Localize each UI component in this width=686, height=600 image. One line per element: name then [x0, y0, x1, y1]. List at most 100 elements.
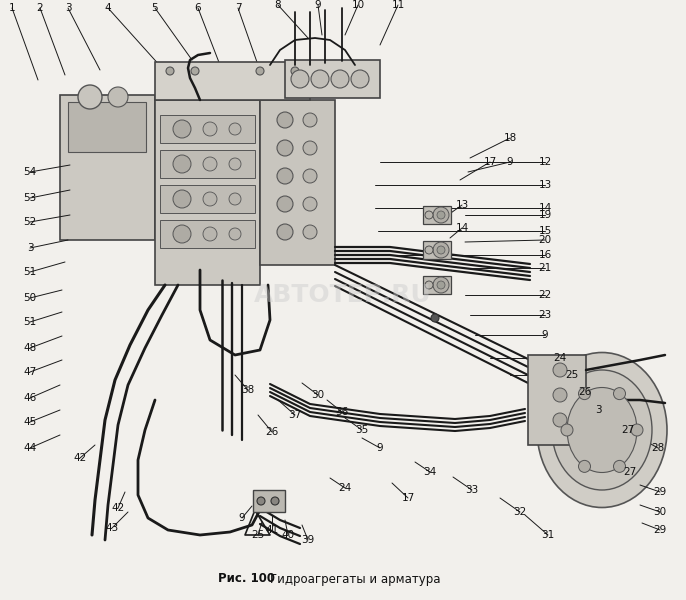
Circle shape [277, 112, 293, 128]
Circle shape [277, 224, 293, 240]
Text: 52: 52 [23, 217, 36, 227]
Text: 43: 43 [106, 523, 119, 533]
Circle shape [277, 196, 293, 212]
Circle shape [229, 158, 241, 170]
Circle shape [431, 314, 439, 322]
Circle shape [303, 141, 317, 155]
Text: АВTOТЕР.RU: АВTOТЕР.RU [254, 283, 432, 307]
Bar [528, 355, 586, 445]
Text: 51: 51 [23, 267, 36, 277]
Text: 34: 34 [423, 467, 436, 477]
Text: 29: 29 [653, 525, 667, 535]
Bar [423, 276, 451, 294]
Circle shape [277, 168, 293, 184]
Text: 25: 25 [565, 370, 578, 380]
Circle shape [256, 67, 264, 75]
Bar [160, 115, 255, 143]
Text: 17: 17 [484, 157, 497, 167]
Bar [285, 60, 380, 98]
Text: 9: 9 [542, 330, 548, 340]
Text: 31: 31 [541, 530, 554, 540]
Text: 5: 5 [152, 3, 158, 13]
Circle shape [433, 277, 449, 293]
Text: 38: 38 [241, 385, 255, 395]
Ellipse shape [631, 424, 643, 436]
Circle shape [229, 228, 241, 240]
Ellipse shape [552, 370, 652, 490]
Text: 2: 2 [36, 3, 43, 13]
Circle shape [203, 227, 217, 241]
Bar [160, 185, 255, 213]
Text: 32: 32 [513, 507, 527, 517]
Text: 45: 45 [23, 417, 36, 427]
Circle shape [303, 113, 317, 127]
Circle shape [191, 67, 199, 75]
Text: 47: 47 [23, 367, 36, 377]
Text: 26: 26 [265, 427, 279, 437]
Circle shape [351, 70, 369, 88]
Circle shape [173, 190, 191, 208]
Text: 33: 33 [465, 485, 479, 495]
Circle shape [166, 67, 174, 75]
Ellipse shape [561, 424, 573, 436]
Text: 46: 46 [23, 393, 36, 403]
Text: 42: 42 [73, 453, 86, 463]
Text: 9: 9 [315, 0, 321, 10]
Circle shape [311, 70, 329, 88]
Text: 1: 1 [9, 3, 15, 13]
Text: 36: 36 [335, 407, 348, 417]
Text: 24: 24 [338, 483, 352, 493]
Bar [155, 100, 260, 285]
Ellipse shape [613, 388, 626, 400]
Text: 22: 22 [539, 290, 552, 300]
Circle shape [553, 413, 567, 427]
Circle shape [433, 242, 449, 258]
Text: 19: 19 [539, 210, 552, 220]
Circle shape [203, 192, 217, 206]
Text: 13: 13 [456, 200, 469, 210]
Circle shape [303, 225, 317, 239]
Text: 18: 18 [504, 133, 517, 143]
Bar [160, 220, 255, 248]
Circle shape [277, 140, 293, 156]
Ellipse shape [567, 388, 637, 473]
Text: 9: 9 [377, 443, 383, 453]
Text: 28: 28 [652, 443, 665, 453]
Text: 53: 53 [23, 193, 36, 203]
Text: 9: 9 [507, 157, 513, 167]
Circle shape [553, 388, 567, 402]
Text: 30: 30 [654, 507, 667, 517]
Text: 3: 3 [64, 3, 71, 13]
Text: Гидроагрегаты и арматура: Гидроагрегаты и арматура [270, 572, 440, 586]
Text: Рис. 100: Рис. 100 [218, 572, 275, 586]
Text: 17: 17 [401, 493, 414, 503]
Text: 14: 14 [539, 203, 552, 213]
Circle shape [437, 281, 445, 289]
Bar [68, 102, 146, 152]
Text: 50: 50 [23, 293, 36, 303]
Text: 48: 48 [23, 343, 36, 353]
Text: 20: 20 [539, 235, 552, 245]
Bar [155, 62, 310, 100]
Text: 27: 27 [624, 467, 637, 477]
Text: 27: 27 [622, 425, 635, 435]
Circle shape [173, 225, 191, 243]
Bar [260, 100, 335, 265]
Circle shape [553, 363, 567, 377]
Bar [160, 150, 255, 178]
Circle shape [425, 246, 433, 254]
Text: 25: 25 [251, 530, 265, 540]
Circle shape [229, 193, 241, 205]
Ellipse shape [613, 460, 626, 472]
Text: 9: 9 [239, 513, 246, 523]
Text: 12: 12 [539, 157, 552, 167]
Circle shape [331, 70, 349, 88]
Circle shape [203, 122, 217, 136]
Ellipse shape [578, 388, 591, 400]
Text: 40: 40 [281, 530, 294, 540]
Ellipse shape [537, 352, 667, 508]
Circle shape [173, 120, 191, 138]
Text: 21: 21 [539, 263, 552, 273]
Circle shape [437, 246, 445, 254]
Text: 7: 7 [235, 3, 241, 13]
